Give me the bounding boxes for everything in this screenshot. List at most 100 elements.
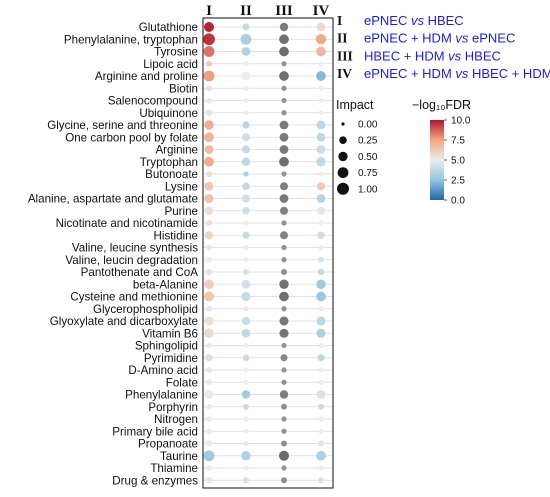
- legend-comparison-part: HBEC + HDM: [364, 48, 448, 63]
- bubble: [281, 110, 287, 116]
- bubble: [316, 450, 326, 461]
- bubble: [316, 71, 326, 81]
- bubble: [281, 269, 287, 275]
- row-label: Lipoic acid: [143, 58, 198, 71]
- bubble: [243, 220, 249, 226]
- row-label: Primary bile acid: [112, 425, 198, 438]
- bubble: [316, 22, 326, 32]
- row-label: Glyoxylate and dicarboxylate: [50, 315, 198, 328]
- legend-comparison-part: ePNEC: [364, 13, 411, 28]
- bubble: [279, 279, 289, 289]
- impact-legend-dot: [337, 167, 349, 179]
- impact-legend-dot: [337, 182, 349, 195]
- bubble: [241, 390, 251, 399]
- row-label: Glutathione: [139, 21, 198, 34]
- bubble: [318, 367, 324, 373]
- bubble: [281, 342, 287, 349]
- row-label: Salenocompound: [108, 95, 198, 108]
- fdr-colorbar-tick-label: 2.5: [451, 176, 465, 187]
- bubble: [281, 244, 287, 251]
- bubble: [241, 133, 251, 142]
- bubble: [281, 85, 287, 91]
- bubble: [316, 206, 326, 215]
- bubble: [316, 390, 326, 399]
- bubble: [241, 451, 251, 461]
- bubble: [206, 428, 212, 435]
- bubble: [241, 279, 251, 289]
- bubble: [318, 428, 324, 434]
- legend-comparison-part: ePNEC + HDM: [364, 66, 455, 81]
- fdr-legend-title: −log₁₀FDR: [412, 98, 471, 112]
- fdr-colorbar-tick-label: 0.0: [451, 196, 465, 207]
- bubble: [279, 194, 289, 203]
- bubble: [241, 157, 251, 166]
- row-label: Vitamin B6: [142, 327, 198, 340]
- bubble: [243, 61, 249, 67]
- bubble: [316, 291, 326, 302]
- bubbles: [203, 21, 327, 484]
- bubble: [243, 110, 249, 116]
- bubble: [279, 71, 289, 81]
- impact-legend: Impact 0.00 0.25 0.50 0.75 1.00: [336, 98, 378, 195]
- row-label: Sphingolipid: [135, 340, 198, 353]
- bubble: [206, 220, 212, 226]
- bubble: [279, 132, 289, 142]
- row-label: Propanoate: [138, 438, 198, 451]
- bubble: [243, 269, 249, 275]
- legend-roman: III: [337, 48, 353, 63]
- bubble: [204, 206, 214, 215]
- bubble: [279, 390, 289, 399]
- bubble: [204, 328, 214, 338]
- row-label: Purine: [164, 205, 198, 218]
- bubble: [279, 182, 289, 191]
- row-label: Biotin: [169, 82, 198, 95]
- plot-frame: [202, 17, 334, 489]
- bubble: [317, 354, 325, 362]
- bubble: [241, 71, 251, 81]
- legend-comparison-part: vs: [448, 48, 462, 63]
- row-label: Porphyrin: [148, 401, 198, 414]
- bubble: [316, 46, 326, 57]
- bubble: [279, 328, 289, 338]
- bubble: [243, 403, 249, 410]
- bubble: [203, 70, 215, 82]
- bubble: [241, 316, 251, 326]
- bubble: [206, 342, 212, 349]
- bubble: [204, 132, 214, 143]
- bubble: [243, 97, 249, 104]
- bubble: [317, 231, 325, 240]
- bubble: [279, 231, 289, 240]
- bubble: [205, 268, 213, 276]
- row-label: Pyrimidine: [144, 352, 198, 365]
- row-label: Cysteine and methionine: [70, 291, 198, 304]
- bubble: [206, 416, 212, 422]
- bubble: [318, 61, 324, 67]
- impact-legend-dot: [341, 122, 345, 126]
- bubble: [281, 367, 287, 373]
- bubble: [205, 440, 213, 447]
- fdr-colorbar-tick-label: 10.0: [451, 116, 471, 127]
- bubble: [279, 316, 289, 326]
- bubble: [316, 120, 326, 130]
- row-label: Butonoate: [145, 168, 198, 181]
- bubble: [206, 403, 212, 410]
- row-label: Lysine: [165, 180, 198, 193]
- bubble: [318, 440, 324, 447]
- bubble: [206, 97, 212, 104]
- row-grid: [203, 26, 333, 481]
- row-label: Alanine, aspartate and glutamate: [28, 193, 198, 206]
- legend-comparison-part: ePNEC: [468, 31, 515, 46]
- column-label: II: [240, 3, 252, 19]
- bubble: [281, 440, 287, 447]
- impact-legend-label: 0.00: [358, 120, 378, 131]
- bubble: [203, 21, 215, 33]
- bubble: [242, 182, 250, 191]
- bubble: [205, 109, 213, 117]
- bubble: [317, 268, 325, 276]
- row-label: Thiamine: [150, 462, 198, 475]
- bubble: [316, 194, 326, 203]
- impact-legend-dot: [338, 151, 348, 162]
- row-label: Taurine: [160, 450, 198, 463]
